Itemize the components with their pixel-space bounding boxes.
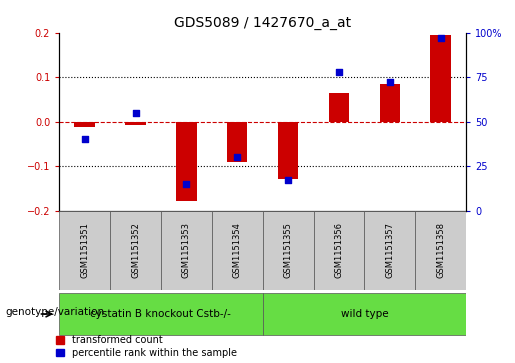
Legend: transformed count, percentile rank within the sample: transformed count, percentile rank withi… bbox=[56, 335, 237, 358]
Text: GSM1151357: GSM1151357 bbox=[385, 223, 394, 278]
Text: GSM1151356: GSM1151356 bbox=[334, 223, 344, 278]
Bar bbox=[278, 122, 298, 179]
Bar bbox=[263, 211, 314, 290]
Text: GSM1151355: GSM1151355 bbox=[284, 223, 293, 278]
Point bbox=[131, 110, 140, 115]
Bar bbox=[59, 293, 263, 335]
Point bbox=[233, 154, 242, 160]
Bar bbox=[161, 211, 212, 290]
Bar bbox=[75, 122, 95, 127]
Text: GSM1151352: GSM1151352 bbox=[131, 223, 140, 278]
Bar bbox=[176, 122, 197, 201]
Bar bbox=[110, 211, 161, 290]
Point bbox=[80, 136, 89, 142]
Bar bbox=[431, 35, 451, 122]
Point bbox=[437, 35, 445, 41]
Text: cystatin B knockout Cstb-/-: cystatin B knockout Cstb-/- bbox=[91, 309, 231, 319]
Bar bbox=[263, 293, 466, 335]
Bar bbox=[314, 211, 364, 290]
Bar bbox=[415, 211, 466, 290]
Point bbox=[335, 69, 343, 75]
Text: GSM1151353: GSM1151353 bbox=[182, 223, 191, 278]
Bar bbox=[59, 211, 110, 290]
Bar bbox=[329, 93, 349, 122]
Bar bbox=[212, 211, 263, 290]
Bar bbox=[380, 84, 400, 122]
Bar bbox=[227, 122, 247, 162]
Text: wild type: wild type bbox=[340, 309, 388, 319]
Point bbox=[182, 181, 191, 187]
Text: GSM1151358: GSM1151358 bbox=[436, 223, 445, 278]
Title: GDS5089 / 1427670_a_at: GDS5089 / 1427670_a_at bbox=[174, 16, 351, 30]
Bar bbox=[364, 211, 415, 290]
Bar bbox=[125, 122, 146, 125]
Text: genotype/variation: genotype/variation bbox=[5, 307, 104, 317]
Point bbox=[284, 178, 292, 183]
Point bbox=[386, 79, 394, 85]
Text: GSM1151354: GSM1151354 bbox=[233, 223, 242, 278]
Text: GSM1151351: GSM1151351 bbox=[80, 223, 89, 278]
